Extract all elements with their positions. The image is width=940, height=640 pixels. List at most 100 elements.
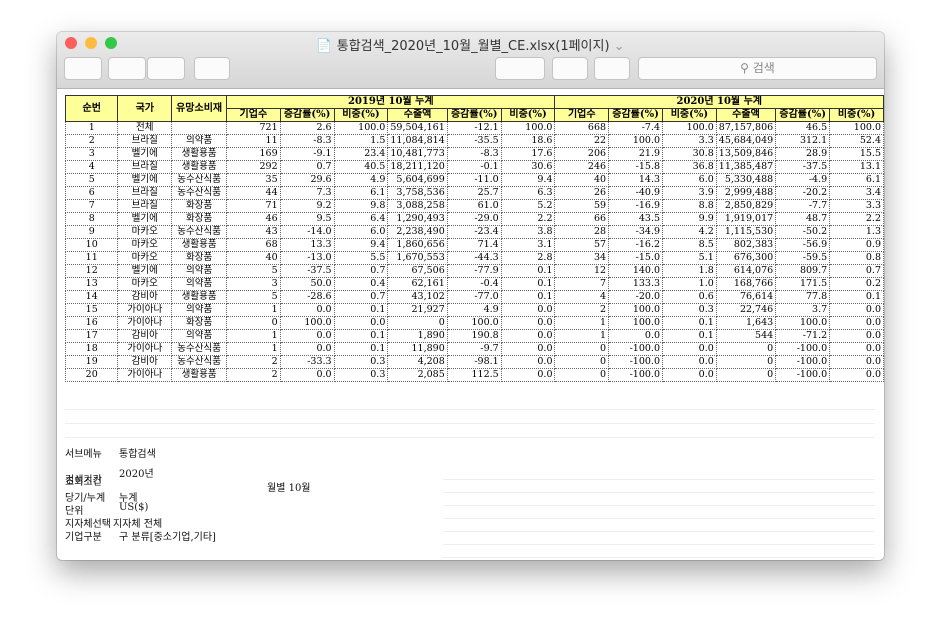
column-header: 비중(%) [662, 108, 717, 122]
close-button[interactable] [65, 37, 77, 49]
zoom-in-button[interactable] [147, 57, 185, 80]
conditions-heading: 조회조건 [65, 477, 102, 488]
table-cell: 614,076 [715, 264, 777, 278]
table-cell: -44.3 [446, 251, 502, 265]
table-row: 19 감비아 농수산식품 2 -33.3 0.3 4,208 -98.1 0.0 0 -100.0 0… [64, 355, 884, 369]
table-cell: 0.0 [279, 342, 335, 356]
table-cell: 생활용품 [171, 160, 228, 174]
table-cell: 3 [64, 147, 119, 161]
table-cell: 2 [554, 303, 610, 317]
table-cell: 1,860,656 [387, 238, 448, 252]
table-cell: 벨기에 [117, 212, 173, 226]
table-cell: 0.0 [500, 355, 556, 369]
zoom-out-button[interactable] [108, 57, 146, 80]
table-cell: -0.4 [446, 277, 502, 291]
zoom-button[interactable] [105, 37, 117, 49]
table-cell: -100.0 [775, 355, 831, 369]
table-cell: 1,890 [387, 329, 448, 343]
minimize-button[interactable] [85, 37, 97, 49]
condition-label: 서브메뉴 [65, 449, 102, 460]
table-cell: 5.5 [333, 251, 389, 265]
condition-value: 지자체 전체 [113, 519, 163, 530]
table-row: 17 감비아 의약품 1 0.0 0.1 1,890 190.8 0.0 1 0.0 0.1 544 -7… [64, 329, 884, 343]
table-cell: 5 [64, 173, 119, 187]
table-cell: 23.4 [333, 147, 389, 161]
table-cell: 30.6 [500, 160, 556, 174]
rotate-button[interactable] [552, 57, 588, 80]
table-cell: -100.0 [775, 342, 831, 356]
table-cell: -7.7 [775, 199, 831, 213]
table-cell: -100.0 [608, 355, 664, 369]
markup-button[interactable] [495, 57, 545, 80]
condition-extra: 월별 10월 [267, 483, 311, 494]
table-cell [171, 121, 228, 135]
table-cell: 0.0 [500, 303, 556, 317]
table-cell: 0.0 [279, 303, 335, 317]
table-cell: -100.0 [775, 368, 831, 382]
table-cell: -35.5 [446, 134, 502, 148]
table-cell: 감비아 [117, 329, 173, 343]
condition-label: 검색기간 [65, 475, 102, 486]
table-cell: 0.3 [333, 355, 389, 369]
column-header: 수출액 [715, 108, 777, 122]
table-cell: 14.3 [608, 173, 664, 187]
table-cell: 0.2 [829, 277, 884, 291]
sheet-page: 순번 국가 유망소비재 2019년 10월 누계 2020년 10월 누계 기업수 증감률(… [57, 89, 884, 560]
table-cell: 668 [554, 121, 610, 135]
table-cell: 5,330,488 [715, 173, 777, 187]
table-cell: 0 [554, 368, 610, 382]
search-field[interactable]: ⚲ 검색 [638, 57, 877, 80]
table-cell: 0.0 [829, 316, 884, 330]
table-cell: 1,643 [715, 316, 777, 330]
table-cell: -7.4 [608, 121, 664, 135]
table-row: 18 가이아나 농수산식품 1 0.0 0.1 11,890 -9.7 0.0 0 -100.0 0.… [64, 342, 884, 356]
table-cell: 190.8 [446, 329, 502, 343]
column-header: 증감률(%) [279, 108, 335, 122]
table-cell: 감비아 [117, 290, 173, 304]
table-cell: 5.1 [662, 251, 717, 265]
table-cell: 15.5 [829, 147, 884, 161]
table-cell: 1 [226, 329, 281, 343]
table-cell: 20 [64, 368, 119, 382]
column-header: 유망소비재 [171, 95, 228, 122]
table-row: 4 브라질 생활용품 292 0.7 40.5 18,211,120 -0.1 30.6 246-… [64, 160, 884, 174]
table-cell: 1.5 [333, 134, 389, 148]
table-cell: 4.2 [662, 225, 717, 239]
table-cell: 2.6 [279, 121, 335, 135]
condition-label: 기업구분 [65, 532, 102, 543]
table-cell: 9.4 [500, 173, 556, 187]
toolbox-button[interactable] [594, 57, 630, 80]
table-cell: 1.3 [829, 225, 884, 239]
table-cell: 6.4 [333, 212, 389, 226]
table-cell: 0 [715, 355, 777, 369]
table-cell: -28.6 [279, 290, 335, 304]
toolbar: 📄 통합검색_2020년_10월_월별_CE.xlsx(1페이지) ⌄ ⚲ 검색 [57, 32, 884, 89]
table-cell: 292 [226, 160, 281, 174]
table-cell: 43 [226, 225, 281, 239]
table-cell: 마카오 [117, 251, 173, 265]
table-cell: 가이아나 [117, 303, 173, 317]
table-cell: 36.8 [662, 160, 717, 174]
table-cell: 71 [226, 199, 281, 213]
table-cell: 809.7 [775, 264, 831, 278]
table-cell: -8.3 [279, 134, 335, 148]
table-cell: 0.0 [608, 329, 664, 343]
table-cell: 11 [226, 134, 281, 148]
table-cell: 12 [554, 264, 610, 278]
table-cell: 0.0 [279, 368, 335, 382]
table-cell: 농수산식품 [171, 342, 228, 356]
table-cell: 3.3 [662, 134, 717, 148]
table-cell: 9 [64, 225, 119, 239]
table-cell: 2 [226, 368, 281, 382]
share-button[interactable] [194, 57, 230, 80]
table-cell: 0.7 [333, 264, 389, 278]
table-cell: -16.2 [608, 238, 664, 252]
table-cell: 3.1 [500, 238, 556, 252]
condition-value: 누계 [119, 493, 138, 504]
table-cell: -37.5 [279, 264, 335, 278]
table-cell: 2 [64, 134, 119, 148]
table-cell: 2,238,490 [387, 225, 448, 239]
table-cell: 100.0 [662, 121, 717, 135]
table-cell: 2.8 [500, 251, 556, 265]
sidebar-button[interactable] [64, 57, 102, 80]
